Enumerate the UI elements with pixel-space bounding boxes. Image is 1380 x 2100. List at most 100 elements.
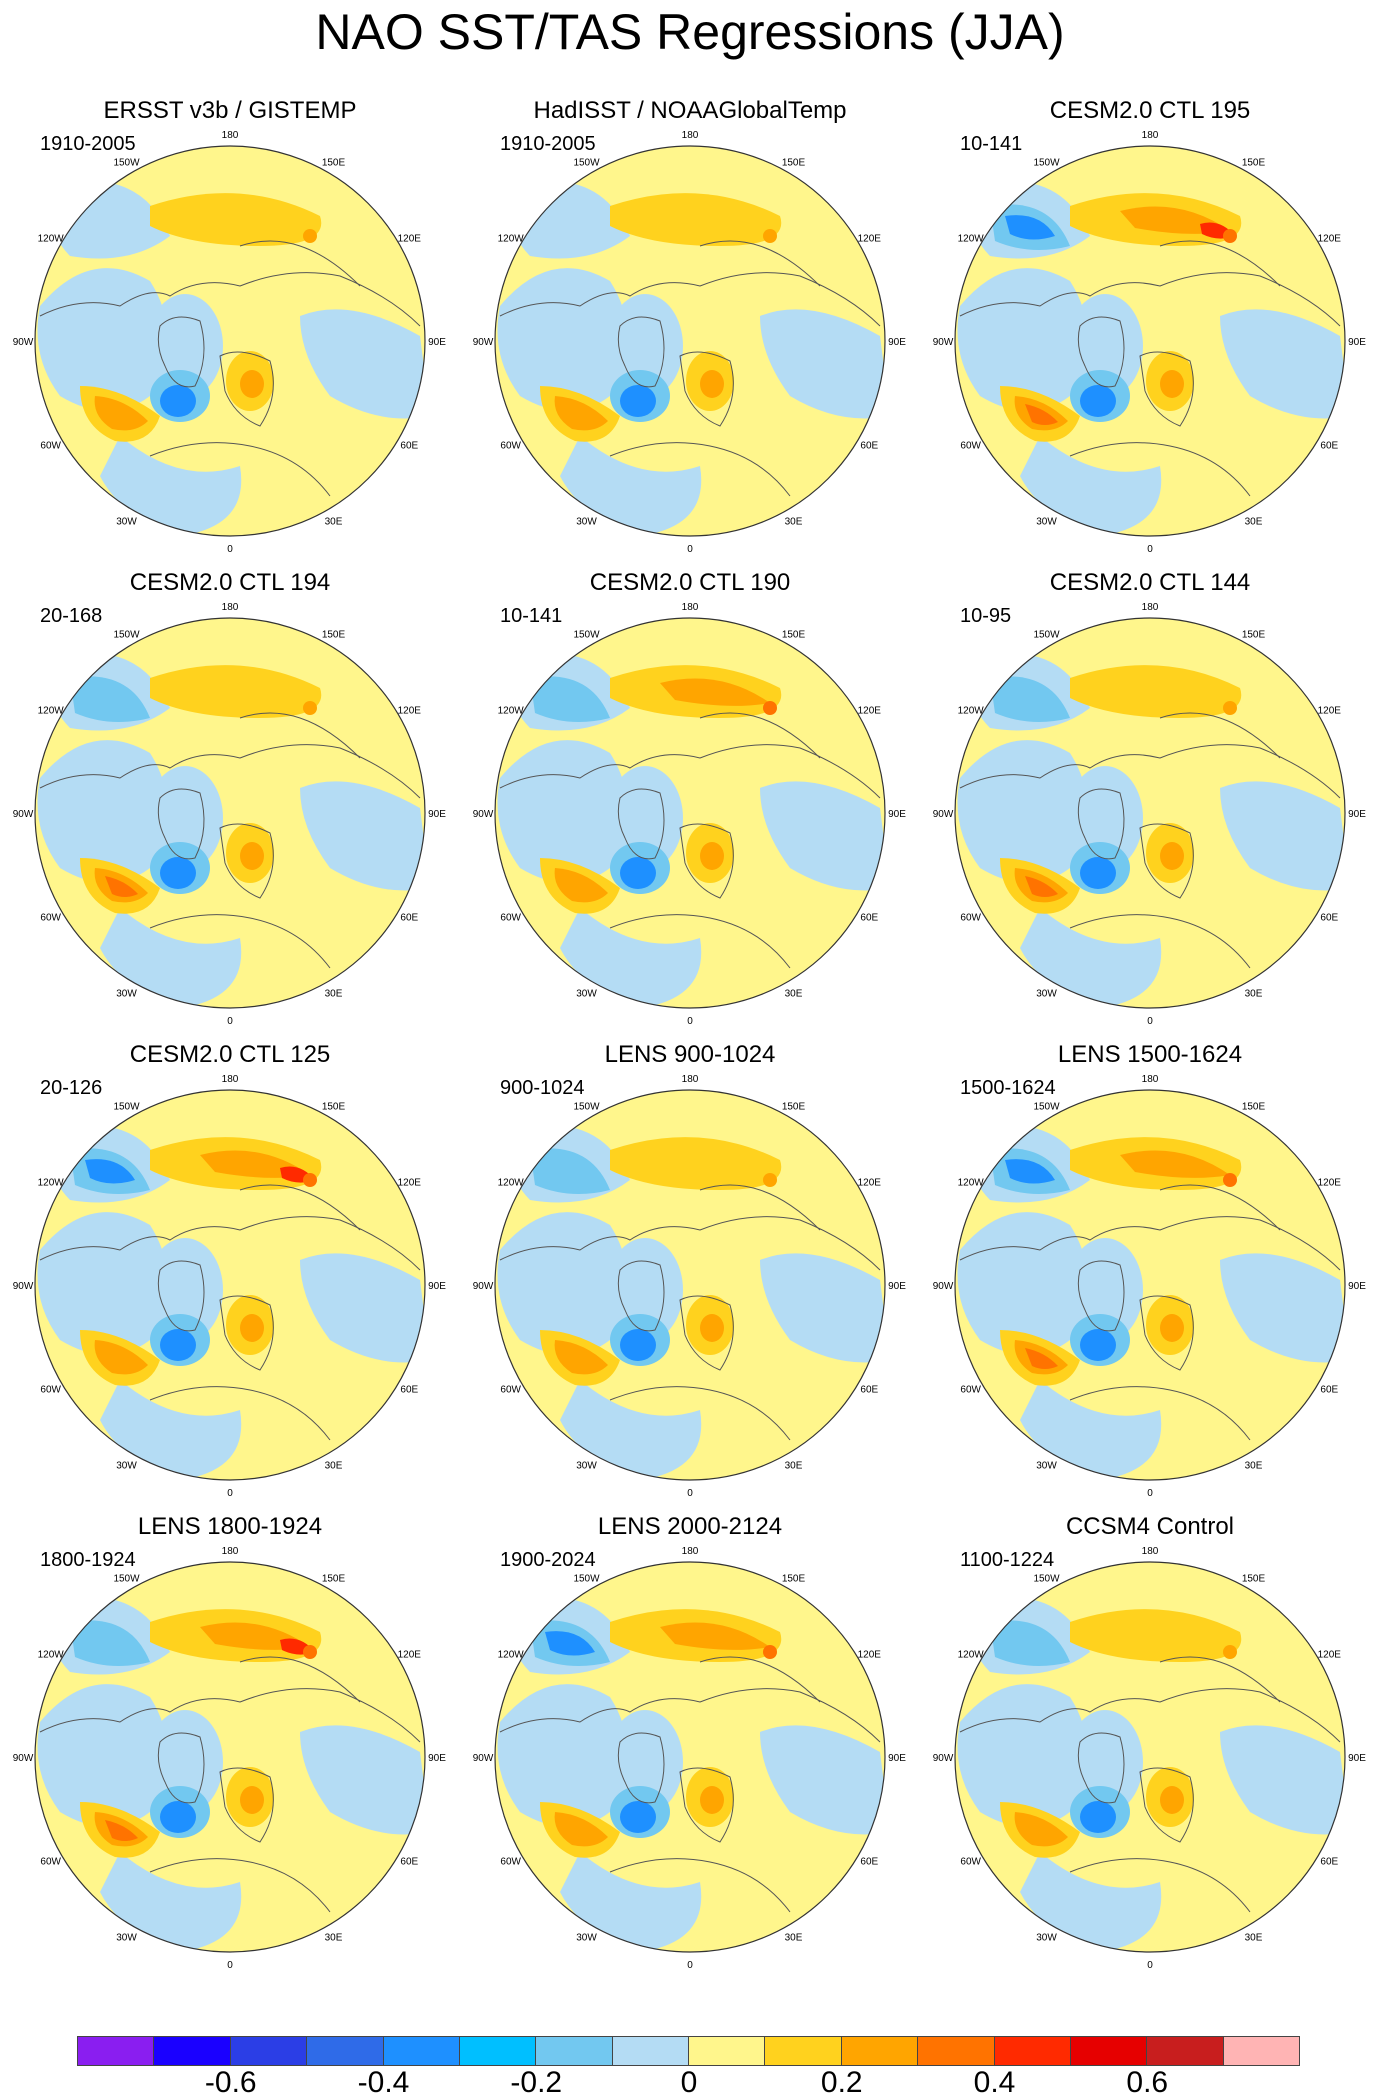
- map-panel: CESM2.0 CTL 125 20-126 180 150E 120E 90E 60E 30…: [0, 1040, 460, 1514]
- lon-label: 120E: [1318, 706, 1342, 717]
- lon-label: 30E: [785, 1932, 803, 1943]
- lon-label: 120E: [398, 234, 422, 245]
- regression-field: [955, 1090, 1345, 1480]
- lon-label: 180: [1142, 130, 1159, 141]
- regression-field: [955, 146, 1345, 536]
- regression-field: [35, 146, 425, 536]
- regression-field: [955, 1562, 1345, 1952]
- lon-label: 180: [222, 1546, 239, 1557]
- lon-label: 90E: [1348, 1281, 1366, 1292]
- map-panel: CESM2.0 CTL 144 10-95 180 150E 120E 90E 60E 30E…: [920, 568, 1380, 1042]
- lon-label: 0: [1147, 1488, 1153, 1499]
- regression-field: [35, 618, 425, 1008]
- lon-label: 150W: [113, 1574, 140, 1585]
- lon-label: 120E: [858, 1178, 882, 1189]
- lon-label: 120W: [498, 706, 525, 717]
- colorbar-tick-label: 0.2: [820, 2066, 863, 2099]
- colorbar-box: [1069, 2036, 1148, 2066]
- lon-label: 120W: [38, 1650, 65, 1661]
- lon-label: 90E: [888, 1753, 906, 1764]
- lon-label: 60W: [500, 913, 521, 924]
- lon-label: 120W: [38, 706, 65, 717]
- map-panel: LENS 1800-1924 1800-1924 180 150E 120E 90E 60E…: [0, 1512, 460, 1986]
- lon-label: 30E: [325, 1932, 343, 1943]
- lon-label: 30E: [1245, 988, 1263, 999]
- lon-label: 120E: [858, 1650, 882, 1661]
- panel-title: CESM2.0 CTL 190: [589, 569, 791, 596]
- lon-label: 0: [227, 1016, 233, 1027]
- lon-label: 90E: [1348, 809, 1366, 820]
- polar-map: 180 150E 120E 90E 60E 30E 0 30W 60W 90W 120W 150W: [473, 1546, 907, 1971]
- lon-label: 30W: [576, 988, 597, 999]
- panel-period: 10-141: [960, 133, 1023, 155]
- panel-title: CESM2.0 CTL 195: [1049, 97, 1251, 124]
- lon-label: 90W: [933, 809, 954, 820]
- map-panel: CESM2.0 CTL 195 10-141 180 150E 120E 90E 60E 30…: [920, 96, 1380, 570]
- panel-title: LENS 1800-1924: [137, 1513, 323, 1540]
- lon-label: 180: [222, 130, 239, 141]
- lon-label: 30E: [1245, 1932, 1263, 1943]
- lon-label: 60W: [40, 441, 61, 452]
- lon-label: 90E: [1348, 1753, 1366, 1764]
- lon-label: 90E: [1348, 337, 1366, 348]
- lon-label: 120W: [958, 1650, 985, 1661]
- polar-map: 180 150E 120E 90E 60E 30E 0 30W 60W 90W 120W 150W: [13, 602, 447, 1027]
- panel-period: 1910-2005: [40, 133, 136, 155]
- lon-label: 60E: [860, 1385, 878, 1396]
- lon-label: 0: [687, 1488, 693, 1499]
- panel-title: CCSM4 Control: [1065, 1513, 1235, 1540]
- panel-period: 10-95: [960, 605, 1012, 627]
- map-panel: HadISST / NOAAGlobalTemp 1910-2005 180 150E…: [460, 96, 920, 570]
- lon-label: 150W: [1033, 630, 1060, 641]
- lon-label: 30W: [1036, 516, 1057, 527]
- lon-label: 60W: [960, 1385, 981, 1396]
- panel-period: 1910-2005: [500, 133, 596, 155]
- lon-label: 120E: [398, 1178, 422, 1189]
- lon-label: 0: [1147, 1016, 1153, 1027]
- lon-label: 120W: [498, 234, 525, 245]
- lon-label: 90E: [888, 809, 906, 820]
- lon-label: 120E: [858, 234, 882, 245]
- lon-label: 120E: [1318, 1650, 1342, 1661]
- colorbar-tick-labels: -0.6 -0.4 -0.2 0 0.2 0.4 0.6: [0, 2050, 1380, 2099]
- lon-label: 120E: [858, 706, 882, 717]
- lon-label: 150E: [322, 630, 346, 641]
- lon-label: 30W: [1036, 1932, 1057, 1943]
- colorbar-box: [764, 2036, 842, 2066]
- panel-title: ERSST v3b / GISTEMP: [103, 97, 357, 124]
- lon-label: 150W: [573, 630, 600, 641]
- map-panel: LENS 1500-1624 1500-1624 180 150E 120E 90E 60E…: [920, 1040, 1380, 1514]
- lon-label: 30E: [785, 516, 803, 527]
- panel-title: CESM2.0 CTL 125: [129, 1041, 331, 1068]
- lon-label: 60W: [40, 1857, 61, 1868]
- map-panel: CESM2.0 CTL 190 10-141 180 150E 120E 90E 60E 30…: [460, 568, 920, 1042]
- lon-label: 30E: [1245, 516, 1263, 527]
- lon-label: 150E: [322, 158, 346, 169]
- lon-label: 60W: [960, 913, 981, 924]
- lon-label: 30E: [325, 1460, 343, 1471]
- lon-label: 60E: [860, 1857, 878, 1868]
- lon-label: 60E: [400, 441, 418, 452]
- lon-label: 60E: [860, 441, 878, 452]
- lon-label: 150E: [322, 1574, 346, 1585]
- regression-field: [495, 146, 885, 536]
- lon-label: 60E: [1320, 441, 1338, 452]
- colorbar: [77, 2036, 1300, 2066]
- lon-label: 180: [682, 1546, 699, 1557]
- colorbar-box: [917, 2036, 995, 2066]
- lon-label: 120E: [1318, 234, 1342, 245]
- regression-field: [495, 618, 885, 1008]
- lon-label: 30W: [1036, 1460, 1057, 1471]
- lon-label: 0: [227, 544, 233, 555]
- panel-period: 20-168: [40, 605, 103, 627]
- lon-label: 30W: [116, 988, 137, 999]
- lon-label: 30W: [576, 1460, 597, 1471]
- lon-label: 150E: [782, 158, 806, 169]
- lon-label: 30W: [116, 516, 137, 527]
- lon-label: 30E: [325, 988, 343, 999]
- lon-label: 60E: [400, 913, 418, 924]
- lon-label: 30W: [1036, 988, 1057, 999]
- colorbar-box: [382, 2036, 460, 2066]
- lon-label: 60E: [860, 913, 878, 924]
- colorbar-box: [611, 2036, 689, 2066]
